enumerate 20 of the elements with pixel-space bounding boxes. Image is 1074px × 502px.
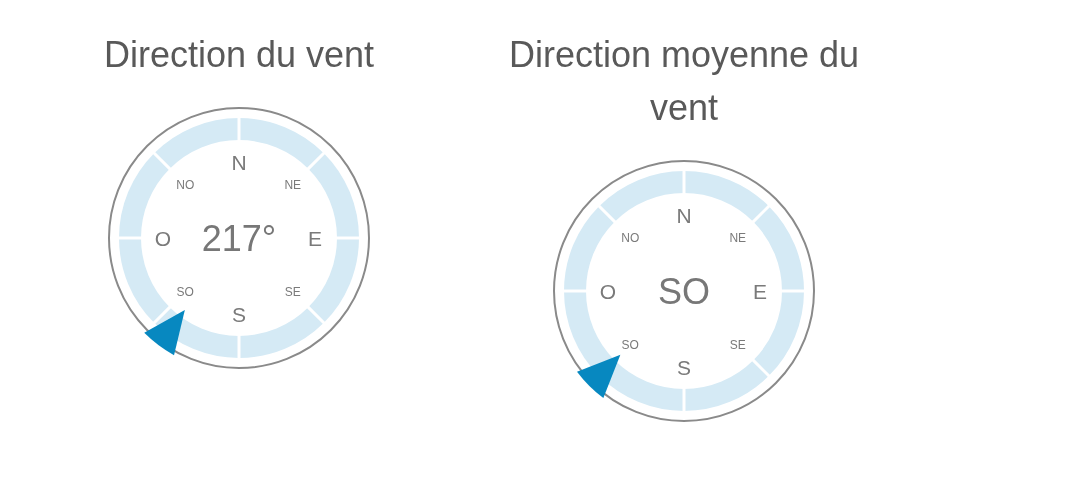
text: NE — [284, 177, 302, 192]
text: SO — [176, 285, 194, 300]
text: E — [307, 226, 323, 250]
text: O — [154, 226, 172, 250]
category-label: NE — [729, 230, 747, 245]
text: N — [231, 150, 247, 174]
text: S — [231, 302, 247, 326]
category-label: N — [676, 203, 692, 227]
text: Direction moyenne du vent — [507, 33, 861, 130]
category-label: E — [752, 279, 768, 303]
text: SE — [284, 285, 301, 300]
text: NO — [176, 177, 195, 192]
text: SO — [657, 270, 711, 312]
category-label: SO — [621, 338, 639, 353]
data-label: 217° — [201, 217, 277, 259]
category-label: NO — [621, 230, 640, 245]
category-label: S — [676, 355, 692, 379]
category-label: O — [599, 279, 617, 303]
text: Direction du vent — [102, 33, 376, 77]
category-label: SE — [729, 338, 746, 353]
